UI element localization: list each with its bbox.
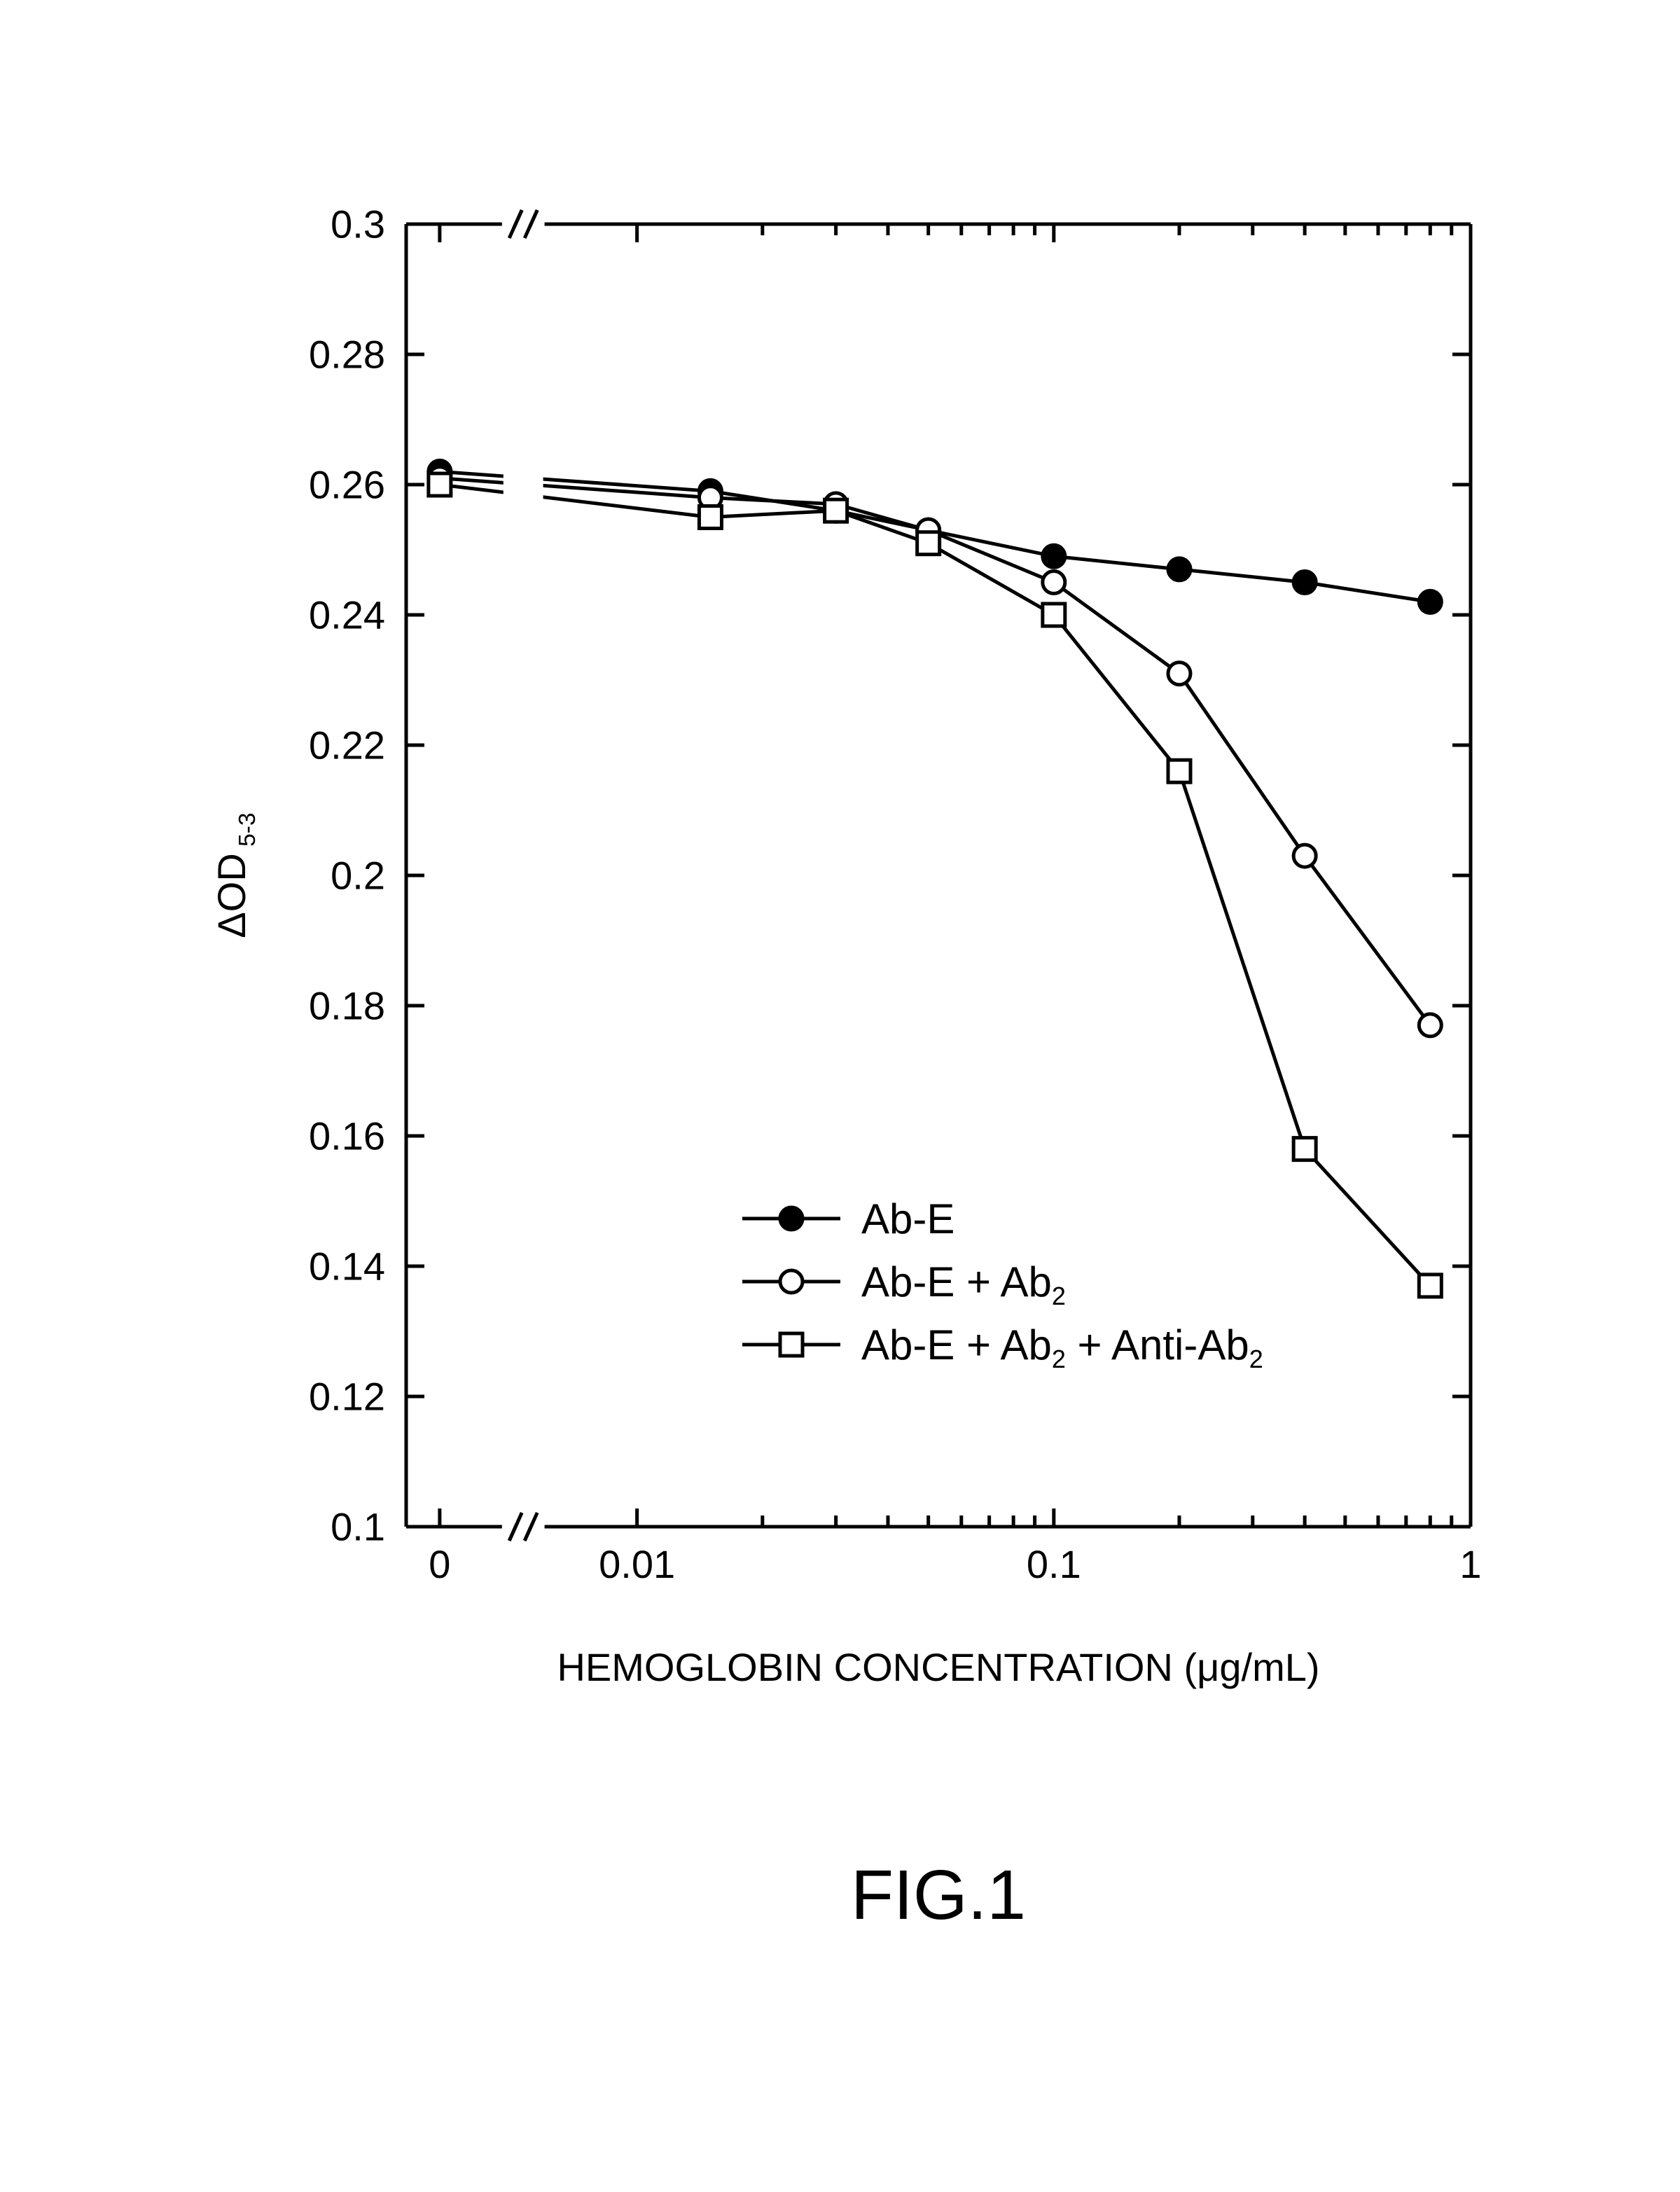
y-tick-label: 0.2 [331,854,385,898]
legend-label: Ab-E + Ab2 + Anti-Ab2 [861,1322,1263,1373]
y-tick-label: 0.22 [309,723,385,768]
x-tick-label: 1 [1459,1542,1481,1586]
y-tick-label: 0.14 [309,1244,385,1289]
y-tick-label: 0.12 [309,1375,385,1419]
y-tick-label: 0.28 [309,333,385,377]
y-tick-label: 0.3 [331,202,385,247]
y-axis-label: ΔOD 5-3 [209,812,261,938]
line-chart: 0.1 0.12 0.14 0.16 0.18 0.2 0.22 0.24 0.26 0.28 0.… [140,140,1541,2031]
legend-label: Ab-E [861,1195,954,1242]
figure-caption: FIG.1 [851,1856,1026,1934]
chart-container: 0.1 0.12 0.14 0.16 0.18 0.2 0.22 0.24 0.26 0.28 0.… [140,140,1541,2034]
page: 0.1 0.12 0.14 0.16 0.18 0.2 0.22 0.24 0.26 0.28 0.… [0,0,1680,2192]
y-tick-label: 0.24 [309,593,385,637]
x-tick-label: 0.01 [599,1542,675,1586]
y-tick-label: 0.1 [331,1505,385,1549]
series-line [440,478,1430,1025]
y-tick-label: 0.26 [309,463,385,507]
legend-label: Ab-E + Ab2 [861,1258,1066,1310]
series-line [440,485,1430,1286]
x-tick-label: 0 [429,1542,450,1586]
y-tick-label: 0.18 [309,984,385,1028]
x-axis-label: HEMOGLOBIN CONCENTRATION (μg/mL) [557,1645,1319,1689]
x-tick-label: 0.1 [1027,1542,1081,1586]
y-tick-label: 0.16 [309,1114,385,1158]
